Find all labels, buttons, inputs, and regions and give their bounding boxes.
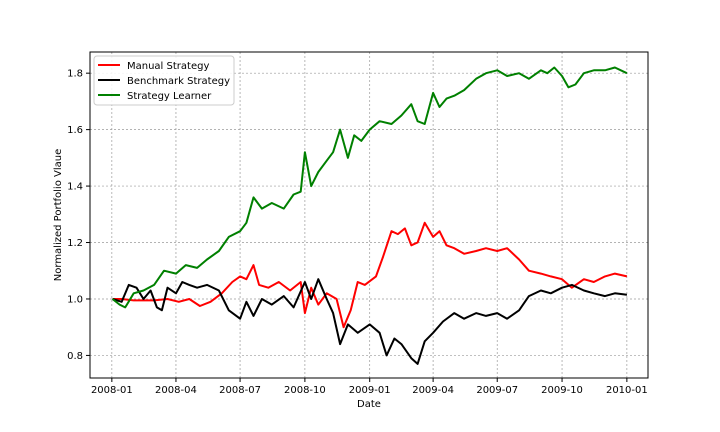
series-lines <box>111 66 628 365</box>
y-tick-label: 1.6 <box>67 125 83 136</box>
strategy-learner-line <box>111 66 628 309</box>
legend-label-learner: Strategy Learner <box>127 91 212 102</box>
benchmark-strategy-line <box>112 278 628 365</box>
y-tick-label: 0.8 <box>67 351 83 362</box>
x-tick-label: 2008-01 <box>91 385 133 396</box>
x-tick-label: 2010-01 <box>606 385 648 396</box>
x-axis-label: Date <box>357 399 381 410</box>
y-tick-label: 1.8 <box>67 69 83 80</box>
y-tick-label: 1.4 <box>67 182 83 193</box>
y-axis-ticks: 0.8 1.0 1.2 1.4 1.6 1.8 <box>67 69 90 362</box>
x-tick-label: 2009-04 <box>412 385 454 396</box>
y-tick-label: 1.2 <box>67 238 83 249</box>
legend-label-manual: Manual Strategy <box>127 61 209 72</box>
x-tick-label: 2008-04 <box>155 385 197 396</box>
x-tick-label: 2009-10 <box>541 385 583 396</box>
x-tick-label: 2009-01 <box>349 385 391 396</box>
legend: Manual Strategy Benchmark Strategy Strat… <box>93 55 235 106</box>
y-axis-label: Normalized Portfolio Vlaue <box>53 149 64 281</box>
x-tick-label: 2008-10 <box>284 385 326 396</box>
x-tick-label: 2008-07 <box>219 385 261 396</box>
legend-label-benchmark: Benchmark Strategy <box>127 76 230 87</box>
legend-box <box>93 55 235 106</box>
manual-strategy-line <box>112 221 628 329</box>
x-axis-ticks: 2008-01 2008-04 2008-07 2008-10 2009-01 2009-… <box>91 378 648 396</box>
x-tick-label: 2009-07 <box>476 385 518 396</box>
plot-frame <box>89 51 649 379</box>
y-tick-label: 1.0 <box>67 294 83 305</box>
